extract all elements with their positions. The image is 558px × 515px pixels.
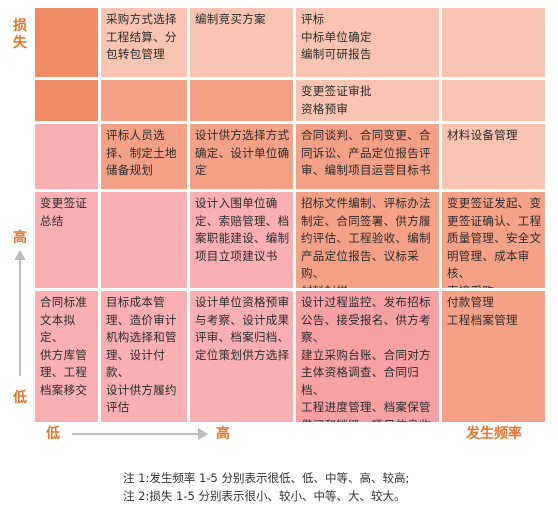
- cell-r1-c5: [442, 8, 545, 77]
- cell-text: 付款管理 工程档案管理: [447, 295, 518, 327]
- cell-r4-c2: [101, 192, 187, 288]
- cell-text: 编制竞买方案: [195, 12, 266, 26]
- y-axis-high-label: 高: [13, 230, 27, 246]
- x-axis-low-label: 低: [46, 426, 60, 442]
- x-axis-high-label: 高: [216, 426, 230, 442]
- cell-r4-c4: 招标文件编制、评标办法 制定、合同签署、供方履 约评估、工程验收、编制 产品定位…: [296, 192, 439, 288]
- cell-r2-c4: 变更签证审批 资格预审: [296, 80, 439, 121]
- cell-r3-c5: 材料设备管理: [442, 124, 545, 189]
- cell-text: 设计供方选择方式 确定、设计单位确定: [195, 128, 290, 177]
- cell-text: 变更签证发起、变 更签证确认、工程 质量管理、安全文 明管理、成本审核、 直接采…: [447, 196, 542, 288]
- cell-r5-c1: 合同标准 文本拟定、 供方库管 理、工程 档案移交: [35, 291, 98, 422]
- y-axis-line: [19, 258, 21, 376]
- cell-text: 材料设备管理: [447, 128, 518, 142]
- cell-r4-c5: 变更签证发起、变 更签证确认、工程 质量管理、安全文 明管理、成本审核、 直接采…: [442, 192, 545, 288]
- x-axis-line: [72, 433, 200, 435]
- cell-r3-c2: 评标人员选 择、制定土地 储备规划: [101, 124, 187, 189]
- cell-r2-c5: [442, 80, 545, 121]
- cell-text: 评标人员选 择、制定土地 储备规划: [106, 128, 177, 177]
- risk-matrix: 采购方式选择 工程结算、分 包转包管理 编制竞买方案 评标 中标单位确定 编制可…: [35, 8, 545, 422]
- x-axis-title: 发生频率: [466, 426, 522, 442]
- cell-r1-c3: 编制竞买方案: [190, 8, 293, 77]
- footnote-loss: 注 2:损失 1-5 分别表示很小、较小、中等、大、较大。: [123, 489, 406, 503]
- x-axis-arrow-head: [198, 428, 208, 440]
- cell-r1-c1: [35, 8, 98, 77]
- cell-r5-c3: 设计单位资格预审 与考察、设计成果 评审、档案归档、 定位策划供方选择: [190, 291, 293, 422]
- cell-text: 设计入围单位确 定、索赔管理、档 案职能建设、编制 项目立项建议书: [195, 196, 290, 263]
- cell-text: 合同标准 文本拟定、 供方库管 理、工程 档案移交: [40, 295, 88, 397]
- cell-text: 合同谈判、合同变更、合 同诉讼、产品定位报告评 审、编制项目运营目标书: [301, 128, 431, 177]
- cell-text: 设计单位资格预审 与考察、设计成果 评审、档案归档、 定位策划供方选择: [195, 295, 290, 362]
- cell-r3-c1: [35, 124, 98, 189]
- cell-text: 评标 中标单位确定 编制可研报告: [301, 12, 372, 61]
- y-axis-arrow-head: [14, 250, 26, 260]
- cell-r2-c3: [190, 80, 293, 121]
- cell-r3-c4: 合同谈判、合同变更、合 同诉讼、产品定位报告评 审、编制项目运营目标书: [296, 124, 439, 189]
- cell-r4-c3: 设计入围单位确 定、索赔管理、档 案职能建设、编制 项目立项建议书: [190, 192, 293, 288]
- cell-r1-c4: 评标 中标单位确定 编制可研报告: [296, 8, 439, 77]
- cell-text: 设计过程监控、发布招标 公告、接受报名、供方考察、 建立采购台账、合同对方 主体…: [301, 295, 431, 422]
- cell-r3-c3: 设计供方选择方式 确定、设计单位确定: [190, 124, 293, 189]
- cell-r5-c2: 目标成本管 理、造价审计 机构选择和管 理、设计付款、 设计供方履约 评估: [101, 291, 187, 422]
- y-axis-low-label: 低: [13, 390, 27, 406]
- cell-text: 变更签证审批 资格预审: [301, 84, 372, 116]
- cell-r5-c5: 付款管理 工程档案管理: [442, 291, 545, 422]
- cell-r5-c4: 设计过程监控、发布招标 公告、接受报名、供方考察、 建立采购台账、合同对方 主体…: [296, 291, 439, 422]
- cell-r1-c2: 采购方式选择 工程结算、分 包转包管理: [101, 8, 187, 77]
- cell-text: 招标文件编制、评标办法 制定、合同签署、供方履 约评估、工程验收、编制 产品定位…: [301, 196, 431, 288]
- cell-text: 目标成本管 理、造价审计 机构选择和管 理、设计付款、 设计供方履约 评估: [106, 295, 177, 414]
- cell-r2-c2: [101, 80, 187, 121]
- cell-text: 采购方式选择 工程结算、分 包转包管理: [106, 12, 177, 61]
- cell-text: 变更签证 总结: [40, 196, 88, 228]
- cell-r4-c1: 变更签证 总结: [35, 192, 98, 288]
- footnote-frequency: 注 1:发生频率 1-5 分别表示很低、低、中等、高、较高;: [123, 471, 410, 485]
- y-axis-top-label: 损失: [13, 18, 27, 51]
- cell-r2-c1: [35, 80, 98, 121]
